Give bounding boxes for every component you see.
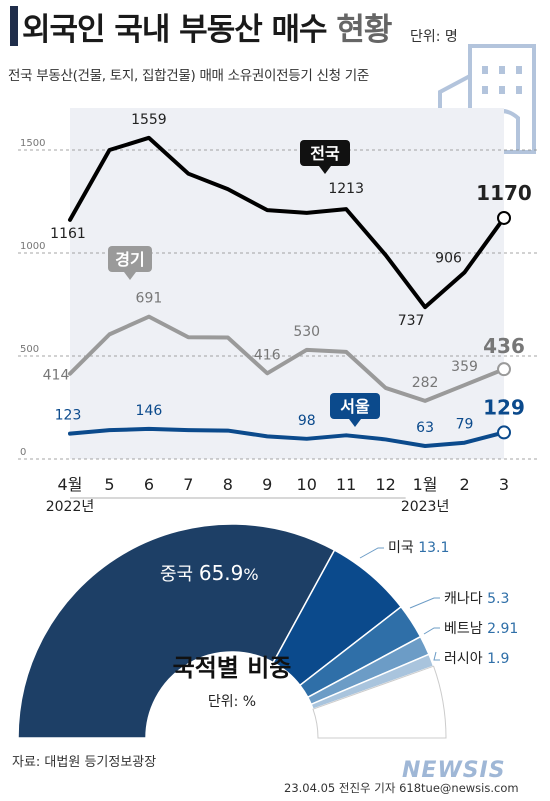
title-accent-bar (10, 6, 18, 46)
y-tick-label: 0 (20, 447, 26, 458)
x-tick-label: 5 (104, 475, 114, 494)
data-label: 98 (298, 413, 316, 429)
callout-line (359, 547, 384, 559)
y-tick-label: 500 (20, 344, 39, 355)
data-label: 359 (451, 359, 478, 375)
data-label: 1161 (50, 226, 86, 242)
slice-label: 베트남 2.91 (444, 621, 518, 637)
data-label: 79 (456, 417, 474, 433)
unit-label: 단위: 명 (410, 29, 458, 45)
series-tag-label: 전국 (310, 144, 340, 163)
credit-line: 23.04.05 전진우 기자 618tue@newsis.com (284, 781, 519, 795)
data-label: 123 (55, 408, 82, 424)
y-tick-label: 1000 (20, 241, 45, 252)
data-label: 906 (435, 250, 462, 266)
title-sub: 현황 (336, 12, 392, 48)
data-label: 1213 (328, 181, 364, 197)
x-tick-label: 8 (223, 475, 233, 494)
plot-background (70, 108, 504, 459)
x-tick-label: 4월 (58, 475, 83, 494)
series-line-1 (68, 314, 506, 403)
series-tag-box (330, 393, 380, 419)
data-label: 436 (483, 334, 525, 358)
page-title: 외국인 국내 부동산 매수 현황 (22, 4, 392, 49)
series-tag-label: 서울 (340, 397, 370, 416)
x-tick-label: 7 (183, 475, 193, 494)
data-label: 1170 (476, 181, 532, 205)
series-line-0 (68, 135, 506, 310)
x-tick-label: 3 (499, 475, 509, 494)
callout-line (433, 651, 440, 661)
callout-line (423, 627, 440, 635)
slice-label-china: 중국 65.9% (160, 561, 259, 585)
source-note: 자료: 대법원 등기정보광장 (12, 755, 157, 770)
series-tag-tail (349, 419, 361, 427)
data-label: 63 (416, 420, 434, 436)
x-tick-label: 10 (297, 475, 317, 494)
data-label: 1559 (131, 112, 167, 128)
data-label: 146 (136, 403, 163, 419)
series-end-marker (497, 425, 511, 440)
x-tick-label: 12 (375, 475, 395, 494)
data-label: 691 (136, 291, 163, 307)
pie-title: 국적별 비중 (173, 654, 292, 682)
slice-label: 미국 13.1 (388, 540, 449, 556)
pie-unit: 단위: % (208, 694, 256, 710)
x-tick-label: 6 (144, 475, 154, 494)
year-label: 2022년 (46, 499, 95, 515)
x-tick-label: 2 (459, 475, 469, 494)
data-label: 530 (293, 324, 320, 340)
data-label: 416 (254, 347, 281, 363)
data-label: 414 (43, 368, 70, 384)
x-tick-label: 1월 (413, 475, 438, 494)
pie-slice (17, 523, 336, 739)
year-label: 2023년 (401, 499, 450, 515)
series-tag-box (300, 140, 350, 166)
callout-line (409, 597, 440, 609)
data-label: 129 (483, 395, 525, 419)
newsis-watermark: NEWSIS (402, 758, 506, 783)
x-tick-label: 9 (262, 475, 272, 494)
series-line-2 (68, 426, 506, 449)
title-main: 외국인 국내 부동산 매수 (22, 12, 328, 48)
basis-note: 전국 부동산(건물, 토지, 집합건물) 매매 소유권이전등기 신청 기준 (8, 68, 369, 84)
slice-label: 러시아 1.9 (444, 651, 509, 667)
series-end-marker (497, 362, 511, 377)
pie-mask (0, 738, 550, 759)
y-tick-label: 1500 (20, 138, 45, 149)
pie-slice-other (312, 665, 447, 739)
series-tag-box (108, 246, 152, 272)
x-tick-label: 11 (336, 475, 356, 494)
series-tag-tail (124, 272, 136, 280)
data-label: 737 (398, 313, 425, 329)
slice-label: 캐나다 5.3 (444, 591, 509, 607)
series-end-marker (497, 210, 511, 225)
series-tag-tail (319, 166, 331, 174)
series-tag-label: 경기 (115, 250, 144, 269)
data-label: 282 (412, 375, 439, 391)
